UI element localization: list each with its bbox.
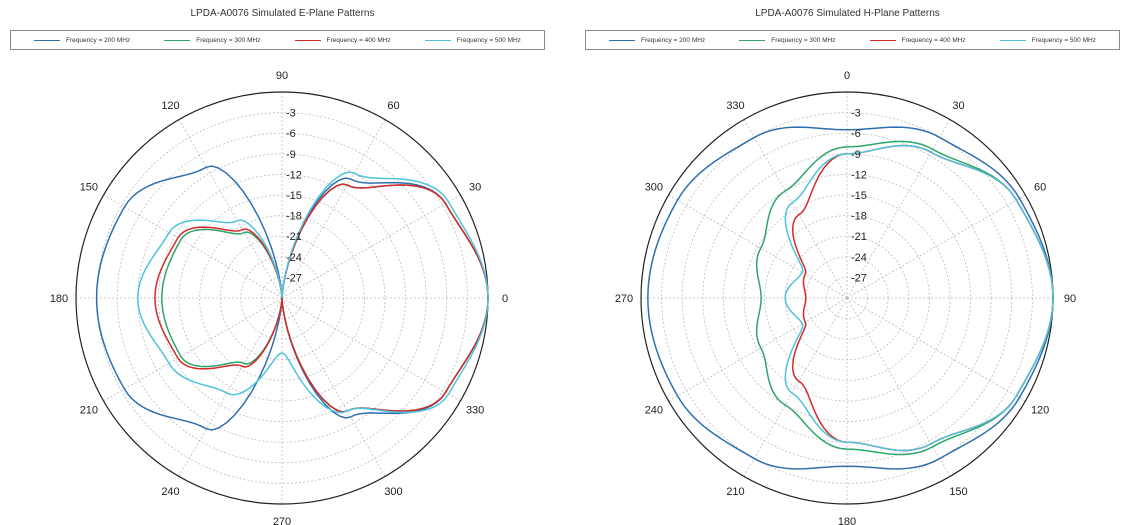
angle-tick-label: 150	[80, 182, 98, 194]
legend-swatch-200	[609, 39, 636, 41]
angle-tick-label: 180	[838, 516, 856, 525]
legend-swatch-500	[999, 39, 1026, 41]
angle-tick-label: 210	[726, 486, 744, 498]
h-plane-panel: LPDA-A0076 Simulated H-Plane Patterns Fr…	[565, 0, 1130, 525]
h-plane-legend: Frequency = 200 MHz Frequency = 300 MHz …	[585, 30, 1120, 50]
radial-tick-label: -24	[286, 252, 302, 264]
angle-tick-label: 60	[387, 100, 399, 112]
angle-tick-label: 270	[273, 516, 291, 525]
series-line-4	[137, 171, 489, 414]
grid-circle	[178, 194, 386, 402]
angle-tick-label: 90	[276, 70, 288, 82]
legend-item-300: Frequency = 300 MHz	[164, 37, 260, 44]
e-plane-panel: LPDA-A0076 Simulated E-Plane Patterns Fr…	[10, 8, 545, 525]
radial-tick-label: -12	[286, 169, 302, 181]
grid-spoke	[743, 119, 848, 299]
series-line-4	[784, 144, 1054, 452]
grid-circle	[743, 194, 951, 402]
legend-item-500: Frequency = 500 MHz	[424, 36, 521, 44]
grid-circle	[199, 215, 365, 381]
radial-tick-label: -3	[286, 108, 296, 120]
radial-tick-label: -3	[851, 108, 861, 120]
angle-tick-label: 300	[645, 182, 663, 194]
radial-tick-label: -9	[286, 149, 296, 161]
legend-swatch-500	[424, 39, 451, 41]
legend-item-400: Frequency = 400 MHz	[294, 36, 391, 44]
legend-label-300: Frequency = 300 MHz	[196, 36, 261, 44]
angle-tick-label: 90	[1064, 293, 1076, 305]
legend-item-300: Frequency = 300 MHz	[739, 37, 835, 44]
angle-tick-label: 270	[615, 293, 633, 305]
angle-tick-label: 330	[466, 405, 484, 417]
radial-tick-label: -24	[851, 252, 867, 264]
radial-tick-label: -27	[851, 272, 867, 284]
angle-tick-label: 210	[80, 405, 98, 417]
legend-item-200: Frequency = 200 MHz	[34, 37, 130, 44]
legend-label-200: Frequency = 200 MHz	[66, 36, 131, 44]
angle-tick-label: 300	[384, 486, 402, 498]
radial-tick-label: -9	[851, 149, 861, 161]
legend-label-400: Frequency = 400 MHz	[326, 36, 391, 44]
angle-tick-label: 30	[469, 182, 481, 194]
angle-tick-label: 0	[502, 293, 508, 305]
angle-tick-label: 240	[161, 486, 179, 498]
legend-swatch-300	[164, 39, 191, 41]
angle-tick-label: 120	[161, 100, 179, 112]
grid-spoke	[178, 119, 283, 299]
grid-circle	[157, 174, 406, 422]
legend-swatch-300	[739, 39, 766, 41]
legend-label-300: Frequency = 300 MHz	[771, 36, 836, 44]
grid-spoke	[281, 119, 386, 299]
radial-tick-label: -18	[286, 211, 302, 223]
grid-spoke	[281, 297, 386, 477]
legend-item-500: Frequency = 500 MHz	[999, 36, 1096, 44]
grid-spoke	[743, 297, 848, 477]
grid-circle	[764, 215, 930, 381]
e-plane-title: LPDA-A0076 Simulated E-Plane Patterns	[190, 8, 375, 19]
radial-tick-label: -6	[851, 128, 861, 140]
radial-tick-label: -6	[286, 128, 296, 140]
angle-tick-label: 330	[726, 100, 744, 112]
legend-label-500: Frequency = 500 MHz	[456, 36, 521, 44]
legend-item-400: Frequency = 400 MHz	[869, 36, 966, 44]
radial-tick-label: -27	[286, 272, 302, 284]
e-plane-polar-plot: -3 -6 -9 -12 -15 -18 -21 -24 -27 0 30 60 90 120 150 180…	[50, 70, 508, 525]
legend-swatch-400	[869, 39, 896, 41]
series-line-1	[647, 126, 1054, 470]
angle-tick-label: 180	[50, 293, 68, 305]
legend-item-200: Frequency = 200 MHz	[609, 37, 705, 44]
legend-swatch-400	[294, 39, 321, 41]
radial-tick-label: -21	[851, 231, 867, 243]
grid-spoke	[178, 297, 283, 477]
radial-tick-label: -15	[286, 190, 302, 202]
angle-tick-label: 120	[1031, 405, 1049, 417]
legend-label-200: Frequency = 200 MHz	[641, 36, 706, 44]
radial-tick-label: -15	[851, 190, 867, 202]
legend-label-500: Frequency = 500 MHz	[1031, 36, 1096, 44]
legend-label-400: Frequency = 400 MHz	[901, 36, 966, 44]
angle-tick-label: 60	[1034, 182, 1046, 194]
radial-tick-label: -18	[851, 211, 867, 223]
angle-tick-label: 150	[949, 486, 967, 498]
grid-circle	[722, 174, 971, 422]
radial-tick-label: -12	[851, 169, 867, 181]
legend-swatch-200	[34, 39, 61, 41]
angle-tick-label: 30	[952, 100, 964, 112]
e-plane-legend: Frequency = 200 MHz Frequency = 300 MHz …	[10, 30, 545, 50]
h-plane-polar-plot: -3 -6 -9 -12 -15 -18 -21 -24 -27 0 30 60 90 120 150 180…	[615, 70, 1076, 525]
angle-tick-label: 240	[645, 405, 663, 417]
radial-tick-label: -21	[286, 231, 302, 243]
h-plane-title: LPDA-A0076 Simulated H-Plane Patterns	[755, 8, 940, 19]
angle-tick-label: 0	[844, 70, 850, 82]
series-line-1	[95, 165, 489, 431]
